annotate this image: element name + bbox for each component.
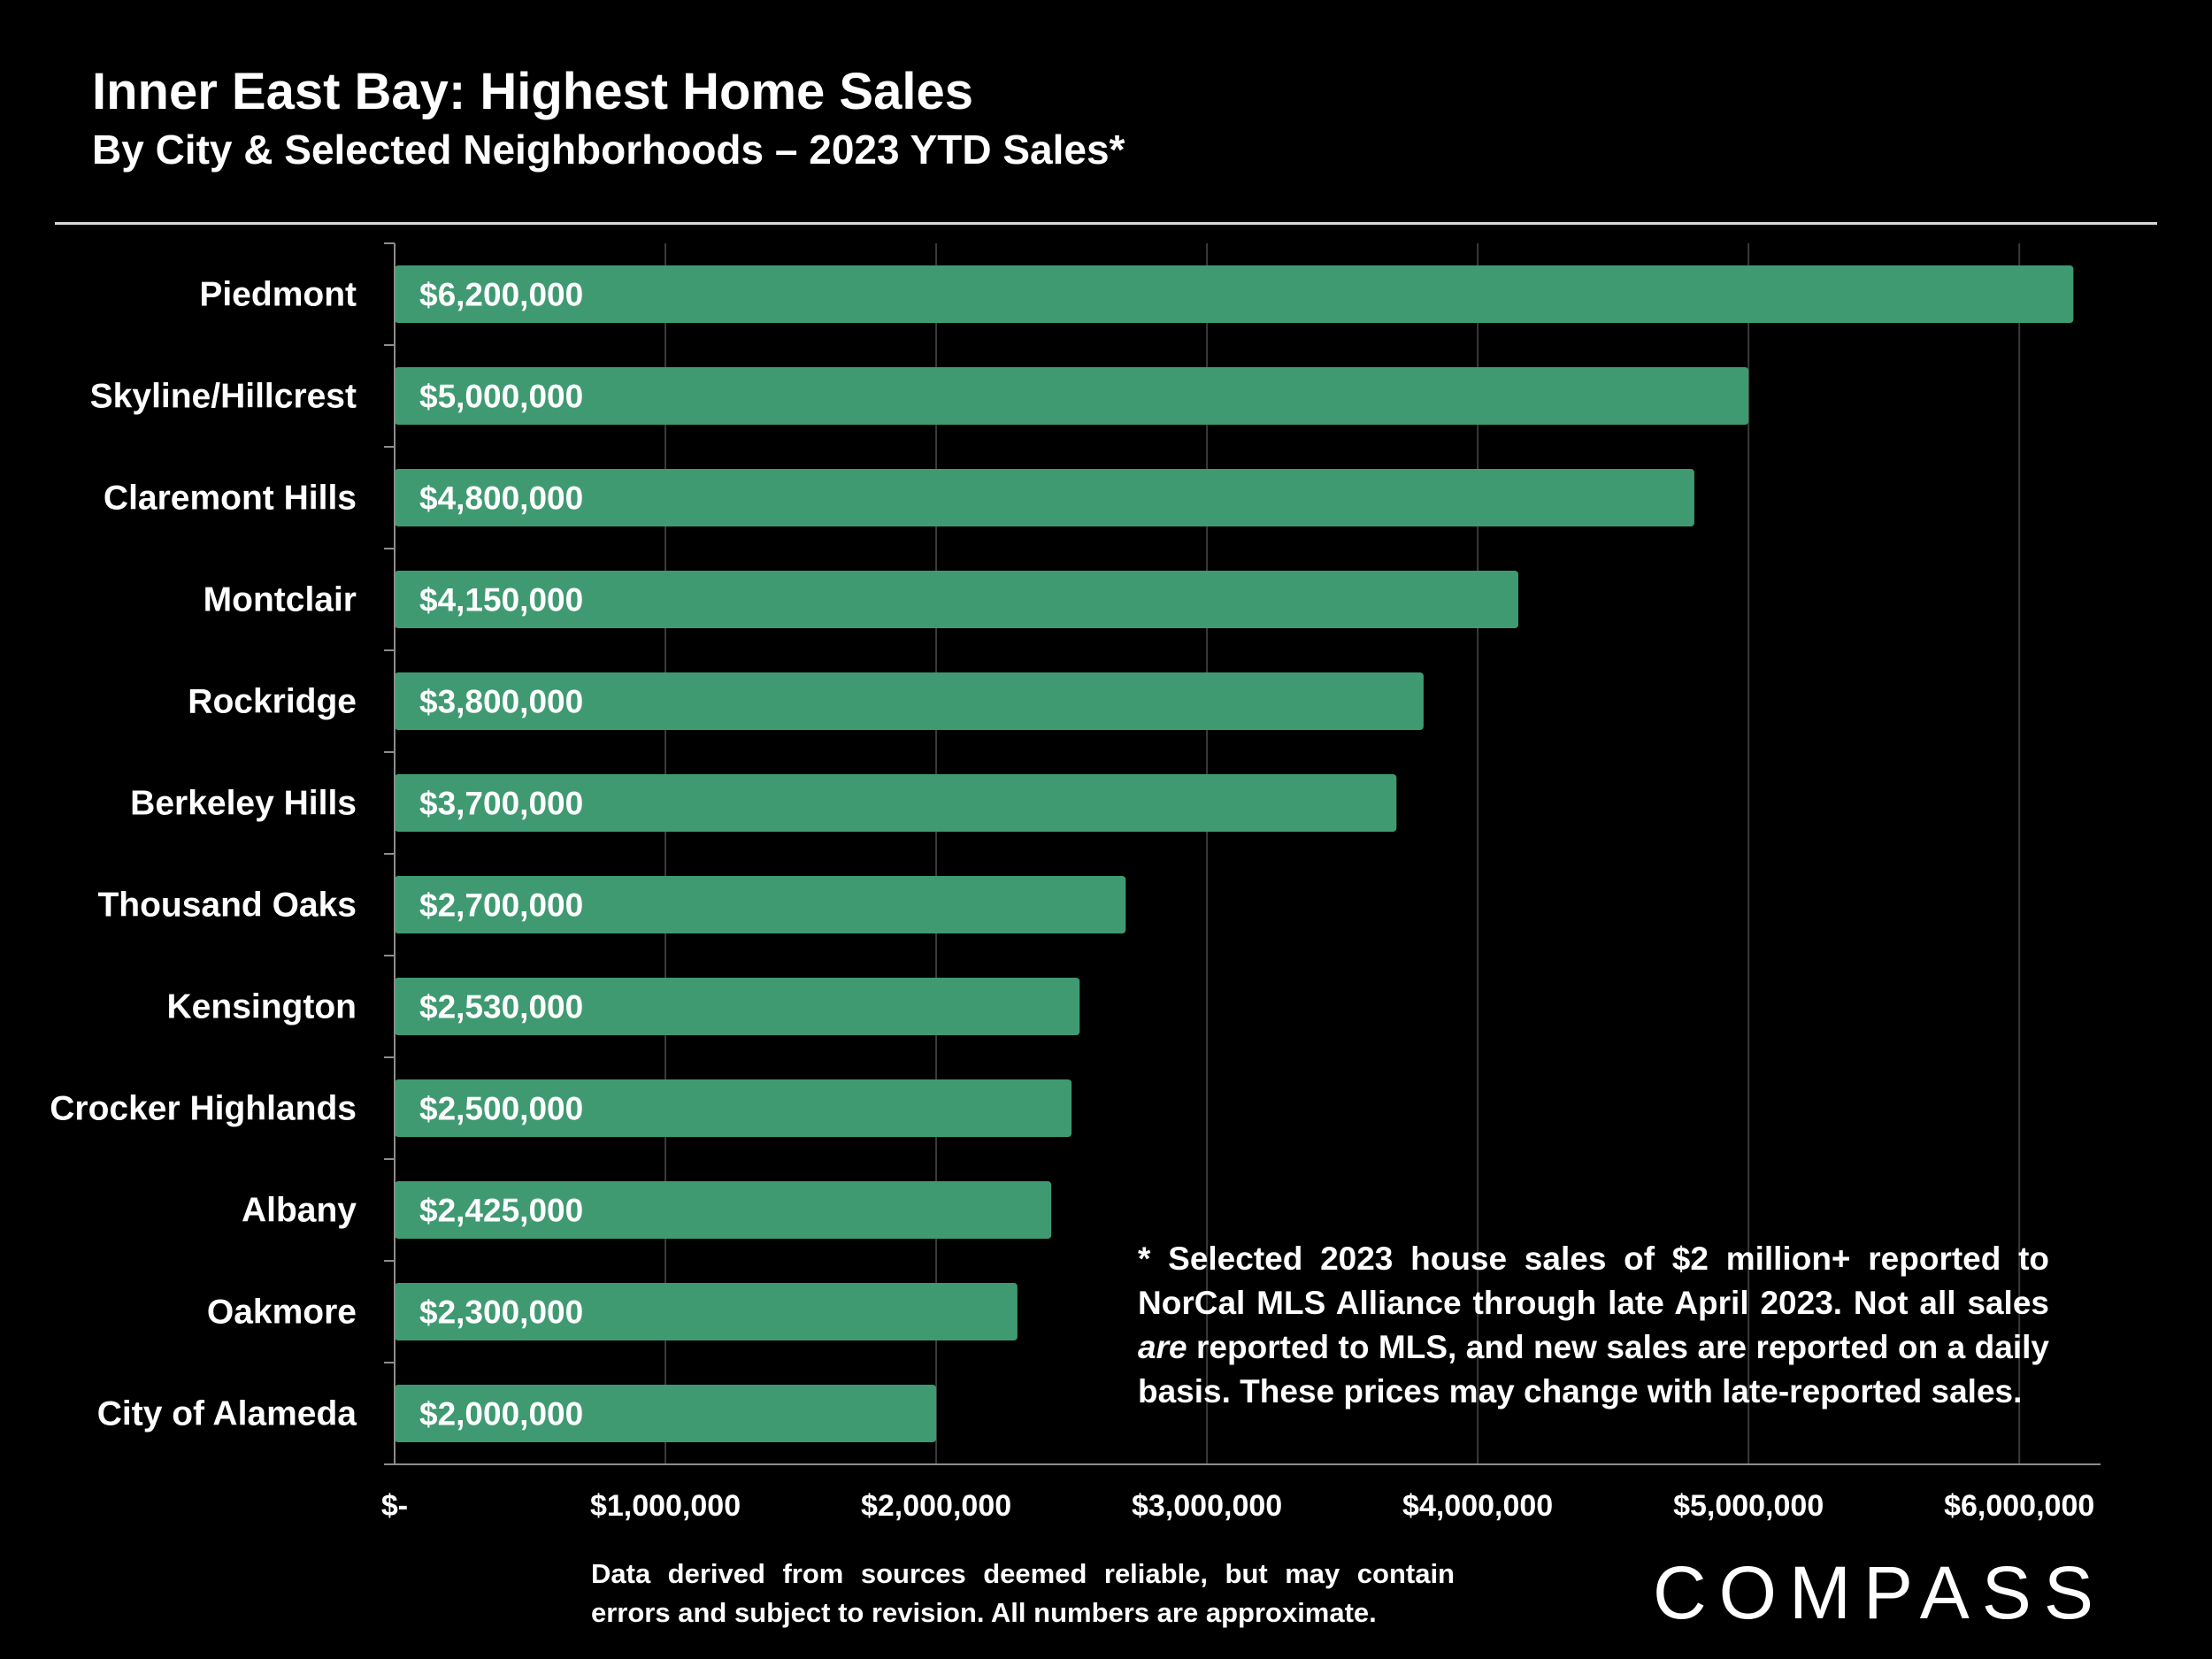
bar [395,672,1424,730]
footnote-text-start: * Selected 2023 house sales of $2 millio… [1138,1240,2049,1321]
bar-value-label: $2,500,000 [419,1091,583,1127]
category-label: Piedmont [199,276,357,314]
category-label: City of Alameda [97,1395,357,1433]
footnote-emphasis: are [1138,1329,1187,1365]
category-label: Skyline/Hillcrest [90,378,357,416]
bar-value-label: $4,800,000 [419,480,583,517]
category-label: Oakmore [207,1294,357,1332]
category-label: Rockridge [188,683,357,721]
category-label: Montclair [204,581,357,619]
bar-value-label: $3,700,000 [419,786,583,822]
compass-logo: COMPASS [1653,1551,2106,1634]
bar [395,1079,1072,1137]
category-label: Crocker Highlands [50,1090,357,1128]
labels: $- $1,000,000 $2,000,000 $3,000,000 $4,000,0… [50,276,2094,1524]
category-label: Claremont Hills [104,480,357,518]
bar [395,1283,1018,1340]
x-tick-label: $1,000,000 [590,1489,741,1523]
x-tick-label: $6,000,000 [1944,1489,2094,1523]
bar-value-label: $5,000,000 [419,379,583,415]
bar-value-label: $4,150,000 [419,582,583,618]
bar [395,774,1397,832]
gridlines [664,243,2021,1464]
bar [395,876,1126,933]
category-label: Albany [242,1192,357,1230]
x-tick-label: $2,000,000 [861,1489,1011,1523]
bar-value-label: $2,530,000 [419,989,583,1025]
footnote: * Selected 2023 house sales of $2 millio… [1138,1237,2049,1414]
bars [395,265,2074,1442]
bar [395,1181,1052,1239]
x-tick-label: $4,000,000 [1402,1489,1553,1523]
bar-value-label: $6,200,000 [419,277,583,313]
footnote-text-end: reported to MLS, and new sales are repor… [1138,1329,2049,1409]
bar-value-label: $2,700,000 [419,887,583,924]
bar [395,265,2074,323]
category-label: Kensington [167,988,357,1026]
bar-value-label: $2,425,000 [419,1193,583,1229]
chart-subtitle: By City & Selected Neighborhoods – 2023 … [92,127,1125,173]
bar-value-label: $2,000,000 [419,1396,583,1432]
category-label: Berkeley Hills [130,785,357,823]
header-divider [55,222,2157,225]
chart-title: Inner East Bay: Highest Home Sales [92,63,973,120]
category-label: Thousand Oaks [97,887,357,925]
bar [395,978,1080,1035]
bar-value-label: $2,300,000 [419,1294,583,1331]
bar [395,1385,937,1442]
axes [384,242,2101,1465]
bar [395,571,1519,628]
x-tick-label: $- [381,1489,408,1523]
bar-value-label: $3,800,000 [419,684,583,720]
disclaimer: Data derived from sources deemed reliabl… [591,1558,1455,1628]
x-tick-label: $5,000,000 [1673,1489,1824,1523]
x-tick-label: $3,000,000 [1132,1489,1282,1523]
bar [395,469,1694,526]
bar [395,367,1749,425]
